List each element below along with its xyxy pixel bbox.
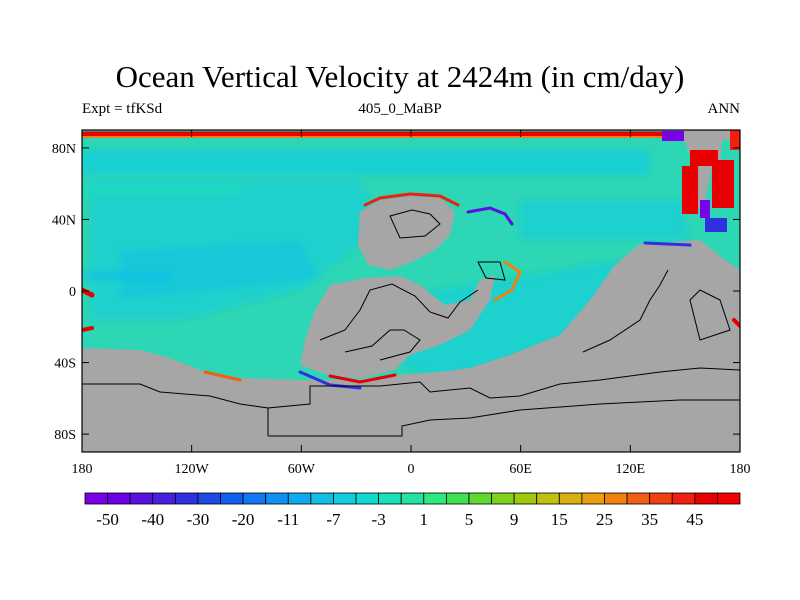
time-label: 405_0_MaBP [358,101,442,117]
colorbar-swatch [84,492,108,505]
x-tick-label: 0 [408,462,415,477]
colorbar-label: -40 [141,510,164,529]
colorbar-label: -7 [326,510,341,529]
colorbar-swatch [694,492,718,505]
colorbar-swatch [558,492,583,505]
colorbar-swatch [333,492,357,505]
colorbar-swatch [400,492,425,505]
colorbar-swatch [242,492,267,505]
colorbar-swatch [355,492,380,505]
x-tick-label: 180 [730,462,751,477]
colorbar-swatch [310,492,334,505]
colorbar-label: 9 [510,510,519,529]
colorbar-swatch [265,492,289,505]
colorbar-swatch [197,492,221,505]
season-label: ANN [707,101,741,117]
colorbar-label: -3 [372,510,386,529]
colorbar-swatch [287,492,312,505]
x-tick-label: 60E [509,462,532,477]
colorbar-swatch [423,492,447,505]
colorbar-swatch [468,492,492,505]
colorbar-label: 1 [420,510,429,529]
colorbar-label: -20 [232,510,255,529]
axis-tick-labels: 180 120W 60W 0 60E 120E 180 80N 40N 0 40S 80S [52,142,751,477]
colorbar-label: 45 [686,510,703,529]
colorbar-swatch [220,492,244,505]
experiment-label: Expt = tfKSd [82,101,163,117]
colorbar-swatch [152,492,176,505]
y-tick-label: 80S [54,428,76,443]
colorbar-swatch [581,492,605,505]
y-tick-label: 40N [52,213,76,228]
colorbar-swatch [649,492,673,505]
colorbar: -50 -40 -30 -20 -11 -7 -3 1 5 9 15 25 35 45 [84,492,741,529]
colorbar-label: 15 [551,510,568,529]
colorbar-swatch [717,492,741,505]
colorbar-swatch [491,492,515,505]
y-tick-label: 0 [69,285,76,300]
x-tick-label: 60W [288,462,316,477]
velocity-patches [82,150,690,380]
colorbar-swatch [378,492,402,505]
colorbar-swatch [671,492,696,505]
coastline-outlines [82,209,740,437]
colorbar-swatch [445,492,470,505]
y-tick-label: 80N [52,142,76,157]
colorbar-swatch [513,492,538,505]
y-tick-label: 40S [54,357,76,372]
colorbar-label: -11 [277,510,299,529]
colorbar-label: -30 [187,510,210,529]
colorbar-swatch [129,492,154,505]
colorbar-swatch [536,492,560,505]
x-tick-label: 120W [175,462,210,477]
colorbar-swatch [174,492,199,505]
colorbar-label: 35 [641,510,658,529]
colorbar-swatch [604,492,628,505]
plot-area [82,130,740,452]
colorbar-label: 5 [465,510,474,529]
x-tick-label: 180 [72,462,93,477]
colorbar-swatch [107,492,131,505]
axis-ticks [81,130,741,452]
colorbar-swatch [626,492,651,505]
x-tick-label: 120E [616,462,646,477]
map-title: Ocean Vertical Velocity at 2424m (in cm/… [115,59,685,94]
colorbar-label: 25 [596,510,613,529]
ne-high-velocity-patch [662,130,740,232]
colorbar-label: -50 [96,510,119,529]
coastal-highlights [82,131,740,390]
